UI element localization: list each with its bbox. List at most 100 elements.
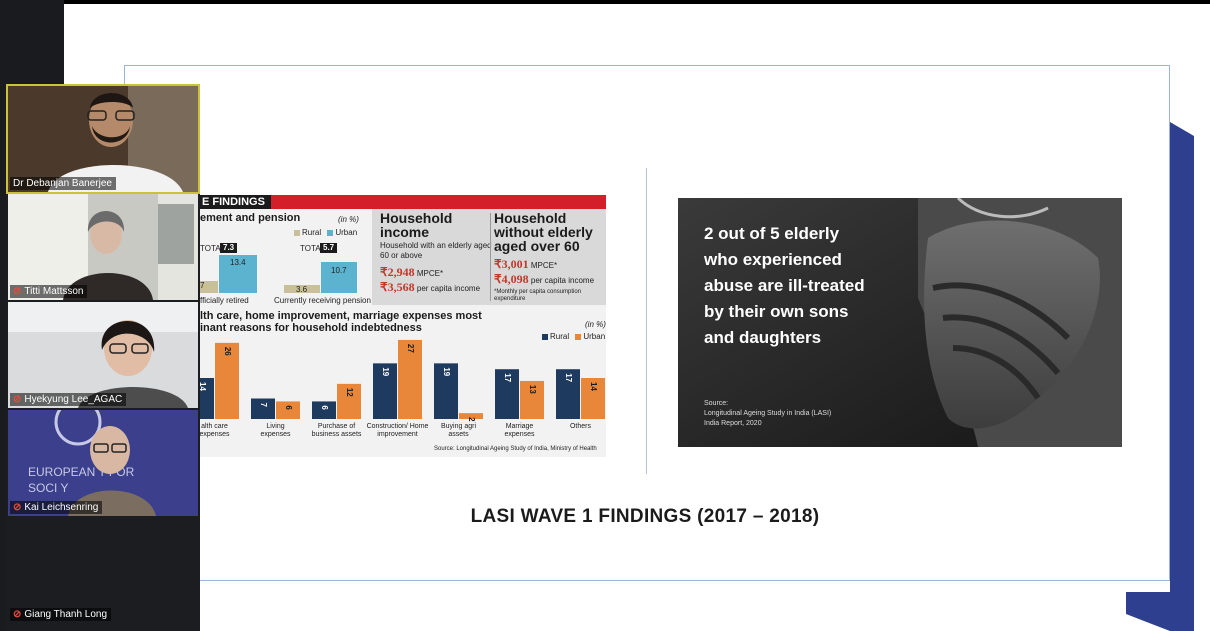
household-separator	[490, 213, 491, 301]
photo-caption-line: 2 out of 5 elderly	[704, 224, 840, 243]
participant-tile[interactable]: ⊘ Hyekyung Lee_AGAC	[8, 302, 198, 408]
category-label: Living	[266, 423, 284, 430]
legend-2: Rural Urban	[542, 332, 605, 341]
participant-name-tag: ⊘ Titti Mattsson	[10, 285, 88, 298]
avatar	[8, 86, 198, 192]
slide-divider	[646, 168, 647, 474]
bar-urban	[459, 413, 483, 419]
participant-name: Dr Debanjan Banerjee	[13, 178, 112, 189]
photo-caption-line: who experienced	[704, 250, 842, 269]
participant-name: Kai Leichsenring	[24, 502, 99, 513]
participant-tile[interactable]: Dr Debanjan Banerjee	[6, 84, 200, 194]
bar-urban	[520, 380, 544, 419]
participant-name: Hyekyung Lee_AGAC	[24, 394, 123, 405]
photo-source-line: Longitudinal Ageing Study in India (LASI…	[704, 410, 832, 417]
legend2-rural-swatch	[542, 333, 548, 340]
total-label-1: TOTAL	[200, 244, 226, 253]
participant-panel[interactable]: Dr Debanjan Banerjee ⊘ Titti Mattsson	[6, 84, 200, 631]
photo-panel: 2 out of 5 elderly who experienced abuse…	[678, 198, 1122, 447]
household-mpce-unit: MPCE*	[416, 269, 444, 278]
legend-urban-label: Urban	[335, 228, 358, 237]
without-elderly-heading: Household without elderly aged over 60	[494, 210, 593, 254]
category-label: expenses	[261, 431, 291, 438]
news-graphic: E FINDINGS ement and pension (in %) Rura…	[200, 195, 606, 457]
data-label: 7	[259, 403, 268, 408]
photo-caption-line: abuse are ill-treated	[704, 276, 865, 295]
legend-rural-swatch	[294, 229, 300, 236]
bar-rural	[495, 369, 519, 419]
data-label: 14	[200, 382, 207, 391]
category-label: business assets	[312, 431, 362, 438]
total-label-2: TOTAL	[300, 244, 326, 253]
photo-caption: 2 out of 5 elderly who experienced abuse…	[704, 221, 865, 351]
category-label: improvement	[377, 431, 418, 438]
data-label: 26	[223, 347, 232, 356]
category-label: Buying agri	[441, 423, 476, 430]
participant-tile[interactable]: EUROPEAN T FOR SOCI Y ⊘ Kai Leichsenring	[8, 410, 198, 516]
muted-mic-icon: ⊘	[13, 286, 22, 297]
retired-urban-value: 13.4	[230, 258, 246, 267]
muted-mic-icon: ⊘	[13, 394, 22, 405]
household-mpce-value: ₹2,948	[380, 265, 415, 279]
category-label: expenses	[505, 431, 535, 438]
top-bar	[0, 0, 1210, 4]
retired-urban-bar	[219, 255, 257, 293]
data-label: 17	[503, 373, 512, 382]
photo-source: Source: Longitudinal Ageing Study in Ind…	[704, 399, 831, 429]
unit-label-1: (in %)	[338, 215, 359, 224]
photo-source-line: Source:	[704, 400, 729, 407]
news-banner: E FINDINGS	[200, 195, 606, 209]
unit-label-2: (in %)	[585, 320, 606, 329]
total-value-2: 5.7	[320, 243, 338, 253]
household-mpce: ₹2,948 MPCE*	[380, 265, 492, 280]
legend2-urban-swatch	[575, 333, 582, 340]
category-label: assets	[448, 431, 469, 438]
household-pci: ₹3,568 per capita income	[380, 280, 492, 295]
muted-mic-icon: ⊘	[13, 502, 22, 513]
participant-tile[interactable]: ⊘ Titti Mattsson	[8, 194, 198, 300]
participant-tile[interactable]: ⊘ Giang Thanh Long	[8, 518, 198, 624]
without-elderly-mpce-value: ₹3,001	[494, 257, 529, 271]
indebtedness-heading-1: lth care, home improvement, marriage exp…	[200, 310, 482, 322]
without-elderly-col: Household without elderly aged over 60 ₹…	[494, 211, 606, 303]
data-label: 2	[467, 417, 476, 422]
indebtedness-heading-2: inant reasons for household indebtedness	[200, 322, 422, 334]
pension-rural-value: 3.6	[296, 285, 308, 294]
retired-label: fficially retired	[200, 296, 249, 305]
bar-urban	[215, 342, 239, 419]
pension-rural-bar	[284, 285, 320, 293]
hands-photo	[678, 198, 1122, 447]
without-elderly-mpce-unit: MPCE*	[530, 261, 558, 270]
category-label: alth care	[201, 423, 228, 430]
household-income-heading: Household income	[380, 210, 453, 240]
bar-rural	[251, 398, 275, 419]
without-elderly-pci: ₹4,098 per capita income	[494, 272, 606, 287]
avatar	[8, 194, 198, 300]
participant-name-tag: ⊘ Hyekyung Lee_AGAC	[10, 393, 127, 406]
category-label: Purchase of	[318, 423, 355, 430]
legend2-rural-label: Rural	[550, 332, 570, 341]
without-elderly-mpce: ₹3,001 MPCE*	[494, 257, 606, 272]
photo-source-line: India Report, 2020	[704, 420, 762, 427]
bar-rural	[200, 378, 214, 419]
without-elderly-pci-value: ₹4,098	[494, 272, 529, 286]
participant-name-tag: Dr Debanjan Banerjee	[10, 177, 116, 190]
category-label: Construction/ Home	[367, 423, 429, 430]
retired-rural-value: 7	[200, 281, 205, 290]
legend-rural-label: Rural	[302, 228, 322, 237]
bar-rural	[312, 401, 336, 419]
household-pci-unit: per capita income	[416, 284, 481, 293]
household-income-box: Household income Household with an elder…	[372, 209, 606, 305]
photo-caption-line: and daughters	[704, 328, 822, 347]
avatar: EUROPEAN T FOR SOCI Y	[8, 410, 198, 516]
bar-rural	[373, 363, 397, 419]
news-source: Source: Longitudinal Ageing Study of Ind…	[434, 446, 597, 452]
participant-name: Titti Mattsson	[24, 286, 84, 297]
data-label: 6	[284, 405, 293, 410]
data-label: 17	[564, 373, 573, 382]
category-label: Marriage	[506, 423, 534, 430]
household-income-sub: Household with an elderly aged 60 or abo…	[380, 241, 492, 260]
participant-name: Giang Thanh Long	[24, 609, 108, 620]
svg-text:SOCI Y: SOCI Y	[28, 481, 68, 495]
